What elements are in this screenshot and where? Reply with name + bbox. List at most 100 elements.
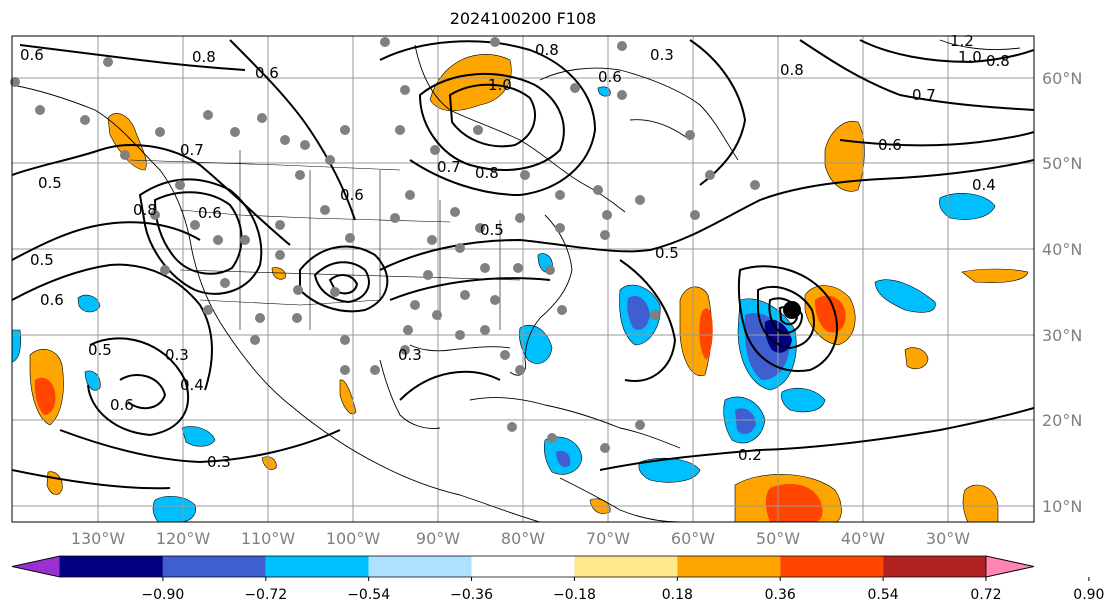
- contour-label: 0.5: [38, 174, 62, 192]
- shade-lightblue: [597, 86, 611, 97]
- colorbar-extend-low: [11, 555, 61, 578]
- gridlines: [12, 36, 1034, 522]
- coastlines: [12, 39, 1021, 522]
- contour-label: 0.7: [180, 141, 204, 159]
- colorbar-tick-label: 0.18: [662, 587, 693, 603]
- contour-lines: [12, 39, 1034, 490]
- colorbar-tick-label: −0.90: [141, 587, 184, 603]
- shade-orange: [824, 120, 865, 192]
- colorbar-tick-label: −0.36: [450, 587, 493, 603]
- colorbar-segment: [265, 556, 369, 577]
- shade-orange: [904, 347, 929, 370]
- lon-label: 110°W: [241, 529, 296, 548]
- colorbar-segment: [162, 556, 266, 577]
- colorbar-segment: [368, 556, 472, 577]
- lat-label: 50°N: [1042, 154, 1082, 173]
- colorbar-labels: −0.90 −0.72 −0.54 −0.36 −0.18 0.18 0.36 0.54 0.7…: [141, 577, 1104, 603]
- colorbar-extend-high: [985, 555, 1035, 578]
- contour-label: 0.8: [192, 48, 216, 66]
- colorbar-segment: [574, 556, 678, 577]
- lat-label: 30°N: [1042, 326, 1082, 345]
- contour-label: 0.5: [655, 244, 679, 262]
- lon-label: 100°W: [326, 529, 381, 548]
- contour-label: 0.8: [780, 61, 804, 79]
- colorbar-segment: [780, 556, 884, 577]
- contour-label: 1.0: [488, 76, 512, 94]
- lon-label: 130°W: [71, 529, 126, 548]
- colorbar-tick-label: 0.90: [1073, 587, 1104, 603]
- latitude-labels: 60°N 50°N 40°N 30°N 20°N 10°N: [1042, 69, 1082, 516]
- shade-red: [815, 295, 846, 333]
- contour-label: 0.4: [180, 376, 204, 394]
- lat-label: 20°N: [1042, 411, 1082, 430]
- storm-center-marker: [783, 301, 801, 319]
- contour-label: 1.0: [958, 48, 982, 66]
- shade-lightblue: [939, 193, 996, 220]
- shade-blue: [627, 295, 650, 330]
- contour-label: 0.3: [650, 46, 674, 64]
- contour-label: 0.6: [878, 136, 902, 154]
- shade-lightblue: [781, 387, 826, 413]
- lat-label: 10°N: [1042, 497, 1082, 516]
- shade-red: [699, 308, 713, 360]
- contour-label: 0.6: [198, 204, 222, 222]
- shade-blue: [735, 408, 756, 435]
- contour-label: 0.5: [480, 221, 504, 239]
- contour-label: 0.8: [133, 201, 157, 219]
- shade-blue: [556, 450, 571, 468]
- shade-orange: [962, 484, 999, 522]
- station-dots: [10, 37, 760, 453]
- lat-label: 40°N: [1042, 240, 1082, 259]
- contour-label: 0.6: [340, 186, 364, 204]
- shade-lightblue: [874, 279, 936, 313]
- colorbar-tick-label: 0.54: [868, 587, 899, 603]
- colorbar-tick-label: −0.72: [244, 587, 287, 603]
- contour-label: 0.3: [207, 453, 231, 471]
- lon-label: 50°W: [756, 529, 800, 548]
- contour-label: 0.6: [598, 68, 622, 86]
- lon-label: 70°W: [586, 529, 630, 548]
- colorbar-segment: [471, 556, 575, 577]
- lon-label: 60°W: [671, 529, 715, 548]
- colorbar-tick-label: 0.36: [765, 587, 796, 603]
- colorbar-segment: [677, 556, 781, 577]
- shade-orange: [46, 471, 63, 495]
- colorbar-tick-label: −0.18: [553, 587, 596, 603]
- colorbar-tick-label: 0.72: [970, 587, 1001, 603]
- colorbar-segment: [883, 556, 986, 577]
- map-title: 2024100200 F108: [449, 9, 597, 28]
- lon-label: 40°W: [841, 529, 885, 548]
- lon-label: 80°W: [501, 529, 545, 548]
- contour-label: 0.8: [535, 41, 559, 59]
- colorbar-segments: [11, 555, 1035, 578]
- shade-lightblue: [77, 294, 101, 313]
- colorbar-outline: [11, 555, 1035, 578]
- contour-label: 0.5: [30, 251, 54, 269]
- map-frame: [11, 35, 1035, 523]
- shade-orange: [271, 267, 286, 280]
- shade-lightblue: [181, 426, 216, 447]
- contour-label: 1.2: [950, 32, 974, 50]
- contour-label: 0.6: [20, 46, 44, 64]
- contour-label: 0.8: [475, 164, 499, 182]
- contour-label: 0.4: [972, 176, 996, 194]
- contour-label: 0.7: [437, 158, 461, 176]
- lat-label: 60°N: [1042, 69, 1082, 88]
- contour-label: 0.6: [255, 64, 279, 82]
- colorbar: −0.90 −0.72 −0.54 −0.36 −0.18 0.18 0.36 0.54 0.7…: [11, 555, 1104, 603]
- colorbar-tick-label: −0.54: [347, 587, 390, 603]
- contour-label: 0.6: [40, 291, 64, 309]
- shade-orange: [261, 456, 277, 470]
- colorbar-segment: [60, 556, 163, 577]
- contour-label: 0.8: [986, 52, 1010, 70]
- shaded-fields: [12, 54, 1029, 522]
- contour-label: 0.3: [398, 346, 422, 364]
- contour-label: 0.3: [165, 346, 189, 364]
- shade-orange: [961, 268, 1029, 283]
- lon-label: 120°W: [156, 529, 211, 548]
- contour-label: 0.5: [88, 341, 112, 359]
- longitude-labels: 130°W 120°W 110°W 100°W 90°W 80°W 70°W 6…: [71, 529, 970, 548]
- lon-label: 90°W: [416, 529, 460, 548]
- shade-lightblue: [519, 324, 553, 364]
